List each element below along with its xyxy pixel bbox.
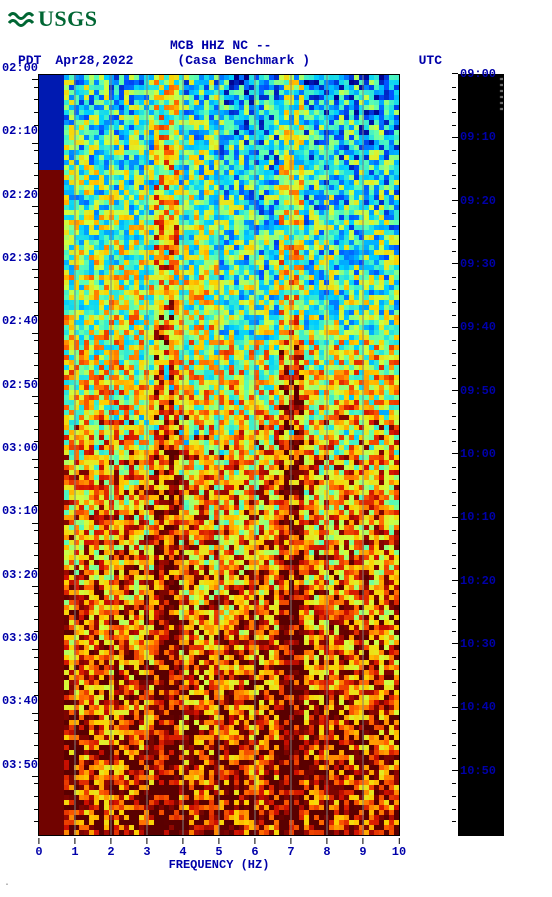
y-tick-left: 03:20: [0, 569, 38, 593]
header-date: Apr28,2022: [55, 53, 133, 68]
y-tick-right: 10:10: [452, 511, 512, 523]
y-tick-right: 10:30: [452, 638, 512, 650]
y-tick-right: 09:20: [452, 195, 512, 207]
x-axis-label: FREQUENCY (HZ): [38, 858, 400, 872]
x-tick: 2: [107, 838, 114, 859]
y-tick-right: 10:50: [452, 765, 512, 777]
right-timezone: UTC: [419, 53, 552, 68]
y-tick-right: 10:00: [452, 448, 512, 460]
y-tick-right: 10:20: [452, 575, 512, 587]
y-tick-right: 09:50: [452, 385, 512, 397]
site-name: (Casa Benchmark ): [177, 53, 310, 68]
y-tick-left: 02:10: [0, 125, 38, 149]
x-tick: 1: [71, 838, 78, 859]
y-tick-right: 09:00: [452, 68, 512, 80]
usgs-logo: USGS: [0, 0, 552, 34]
y-tick-left: 02:30: [0, 252, 38, 276]
footer-mark: ·: [0, 874, 552, 897]
x-tick: 4: [179, 838, 186, 859]
x-tick: 9: [359, 838, 366, 859]
x-tick: 6: [251, 838, 258, 859]
y-tick-right: 09:40: [452, 321, 512, 333]
x-axis: FREQUENCY (HZ) 012345678910: [38, 838, 400, 874]
x-tick: 8: [323, 838, 330, 859]
y-tick-left: 02:50: [0, 379, 38, 403]
logo-text: USGS: [38, 6, 97, 32]
y-tick-left: 03:50: [0, 759, 38, 783]
y-tick-right: 09:10: [452, 131, 512, 143]
y-tick-left: 02:40: [0, 315, 38, 339]
x-tick: 7: [287, 838, 294, 859]
x-tick: 0: [35, 838, 42, 859]
spectrogram-heatmap: [38, 74, 400, 836]
y-tick-right: 10:40: [452, 701, 512, 713]
x-tick: 10: [392, 838, 406, 859]
y-tick-left: 02:20: [0, 189, 38, 213]
y-axis-left: 02:0002:1002:2002:3002:4002:5003:0003:10…: [0, 74, 38, 834]
chart-area: 02:0002:1002:2002:3002:4002:5003:0003:10…: [38, 74, 518, 874]
y-tick-left: 03:30: [0, 632, 38, 656]
y-tick-right: 09:30: [452, 258, 512, 270]
y-tick-left: 03:10: [0, 505, 38, 529]
y-tick-left: 03:40: [0, 695, 38, 719]
station-code: MCB HHZ NC --: [170, 38, 271, 53]
y-axis-right: 09:0009:1009:2009:3009:4009:5010:0010:10…: [452, 74, 512, 834]
y-tick-left: 02:00: [0, 62, 38, 86]
x-tick: 5: [215, 838, 222, 859]
wave-icon: [8, 9, 34, 29]
y-tick-left: 03:00: [0, 442, 38, 466]
x-tick: 3: [143, 838, 150, 859]
